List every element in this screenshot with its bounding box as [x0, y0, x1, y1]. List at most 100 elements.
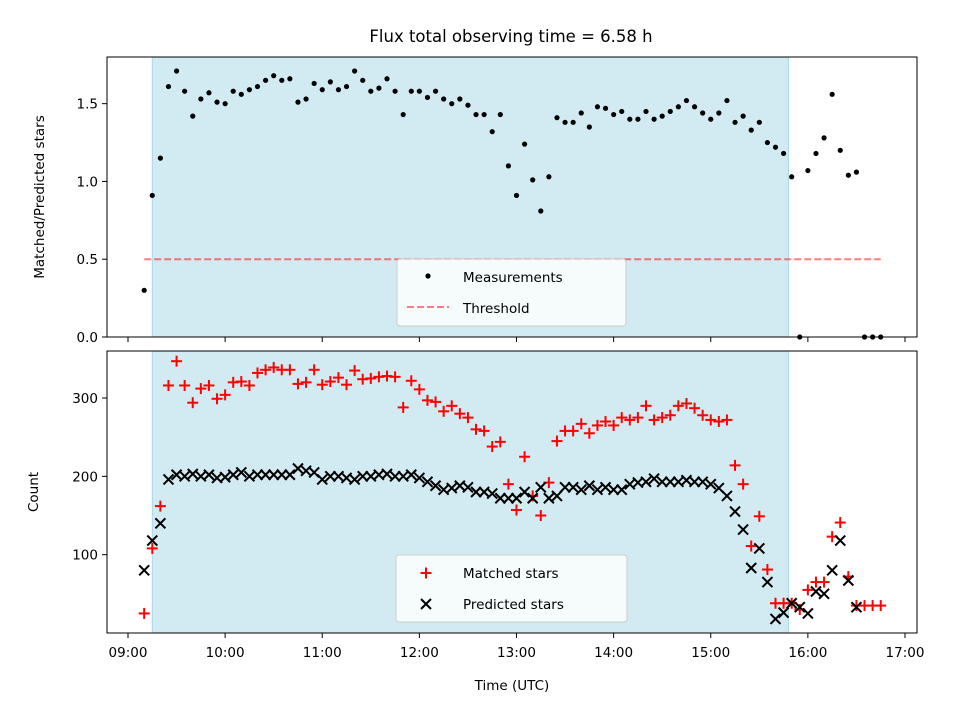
- predicted-star-point: [850, 601, 863, 613]
- predicted-star-point-b: [802, 607, 814, 620]
- predicted-star-point-b: [648, 472, 660, 485]
- matched-star-point: [243, 379, 255, 391]
- measurement-point: [691, 104, 698, 110]
- top-y-tick-label-1-5: 1.5: [77, 97, 98, 113]
- predicted-star-point-b: [761, 576, 774, 588]
- predicted-star-point-b: [324, 470, 337, 483]
- x-tick-label-11-00: 11:00: [303, 645, 342, 661]
- predicted-star-point: [421, 476, 434, 488]
- predicted-star-point: [769, 613, 782, 625]
- top-y-tick-label-0-0: 0.0: [77, 330, 98, 346]
- predicted-star-point: [656, 476, 668, 488]
- predicted-star-point-b: [365, 470, 377, 483]
- predicted-star-point-b: [575, 483, 587, 496]
- matched-star-point: [616, 412, 628, 424]
- legend-predicted-marker: [420, 598, 432, 610]
- matched-star-point: [405, 375, 417, 387]
- bottom-axes-frame: [106, 350, 918, 634]
- measurement-point: [821, 135, 827, 141]
- measurement-point: [643, 108, 649, 115]
- measurement-point: [651, 116, 657, 122]
- predicted-star-point: [518, 486, 531, 498]
- measurement-point: [627, 116, 633, 122]
- predicted-star-point: [616, 483, 628, 496]
- predicted-star-point-b: [348, 473, 361, 486]
- predicted-star-point: [470, 486, 482, 498]
- matched-star-point: [235, 376, 247, 388]
- x-tick-label-13-00: 13:00: [497, 645, 536, 661]
- predicted-star-point-b: [535, 481, 547, 494]
- predicted-star-point: [753, 542, 766, 555]
- measurement-point: [343, 83, 350, 90]
- measurement-point: [716, 110, 722, 116]
- predicted-star-point-b: [583, 480, 596, 492]
- predicted-star-point: [510, 492, 523, 504]
- matched-star-point: [365, 372, 377, 384]
- measurement-point: [611, 111, 617, 118]
- measurement-point: [214, 99, 220, 105]
- predicted-star-point-b: [421, 476, 434, 488]
- predicted-star-point: [324, 470, 337, 483]
- predicted-star-point-b: [810, 585, 822, 598]
- predicted-star-point-b: [373, 469, 385, 481]
- predicted-star-point-b: [842, 574, 855, 587]
- predicted-star-point-b: [834, 534, 846, 547]
- predicted-star-point-b: [219, 471, 231, 483]
- measurement-point: [311, 80, 317, 87]
- predicted-star-point: [688, 476, 701, 488]
- predicted-star-point: [154, 517, 167, 530]
- predicted-star-point: [389, 470, 401, 483]
- predicted-star-point: [219, 471, 231, 483]
- predicted-star-point: [810, 585, 822, 598]
- predicted-star-point-b: [737, 523, 749, 536]
- matched-star-point: [535, 510, 547, 521]
- bottom-y-tick-label-300: 300: [72, 391, 98, 407]
- matched-star-point: [470, 423, 482, 435]
- predicted-star-point: [292, 462, 304, 475]
- predicted-star-point-b: [284, 469, 296, 481]
- measurement-point: [182, 88, 188, 94]
- predicted-star-point: [138, 564, 150, 577]
- measurement-point: [772, 144, 779, 150]
- predicted-star-point: [251, 469, 264, 481]
- matched-star-point: [146, 542, 158, 554]
- predicted-star-point-b: [526, 492, 539, 504]
- predicted-star-point: [705, 478, 717, 490]
- measurement-point: [352, 68, 358, 74]
- top-y-tick-label-0-5: 0.5: [77, 252, 98, 268]
- measurement-point: [586, 124, 592, 130]
- matched-star-point: [292, 378, 304, 390]
- measurement-point: [441, 96, 447, 102]
- measurement-point: [254, 83, 261, 90]
- legend-matched-label: Matched stars: [463, 566, 559, 582]
- top-y-axis-label: Matched/Predicted stars: [32, 115, 48, 278]
- x-axis-label: Time (UTC): [474, 678, 550, 694]
- measurement-point: [384, 76, 390, 82]
- predicted-star-point: [559, 481, 571, 494]
- predicted-star-point: [227, 469, 239, 481]
- matched-stars-series: [138, 355, 887, 619]
- matched-star-point: [438, 405, 450, 417]
- predicted-star-point-b: [543, 492, 555, 504]
- predicted-star-point: [187, 468, 199, 480]
- predicted-star-point: [405, 469, 417, 481]
- predicted-star-point: [267, 469, 280, 481]
- measurement-point: [853, 169, 860, 175]
- matched-star-point: [511, 504, 522, 516]
- measurement-point: [756, 119, 762, 125]
- predicted-star-point-b: [470, 486, 482, 498]
- predicted-star-point-b: [429, 480, 442, 492]
- matched-star-point: [737, 478, 749, 490]
- matched-star-point: [179, 379, 191, 391]
- matched-star-point: [219, 389, 231, 401]
- top-legend: Measurements Threshold: [396, 258, 627, 327]
- top-panel: 0.0 0.5 1.0 1.5 Matched/Predicted stars Mea…: [32, 56, 918, 346]
- measurement-point: [813, 150, 819, 157]
- predicted-star-point-b: [276, 469, 288, 481]
- predicted-star-point-b: [688, 476, 701, 488]
- x-tick-label-09-00: 09:00: [109, 645, 148, 661]
- matched-star-point: [519, 451, 531, 463]
- predicted-star-point: [235, 466, 248, 479]
- predicted-star-point-b: [632, 476, 644, 489]
- matched-star-point: [138, 607, 150, 619]
